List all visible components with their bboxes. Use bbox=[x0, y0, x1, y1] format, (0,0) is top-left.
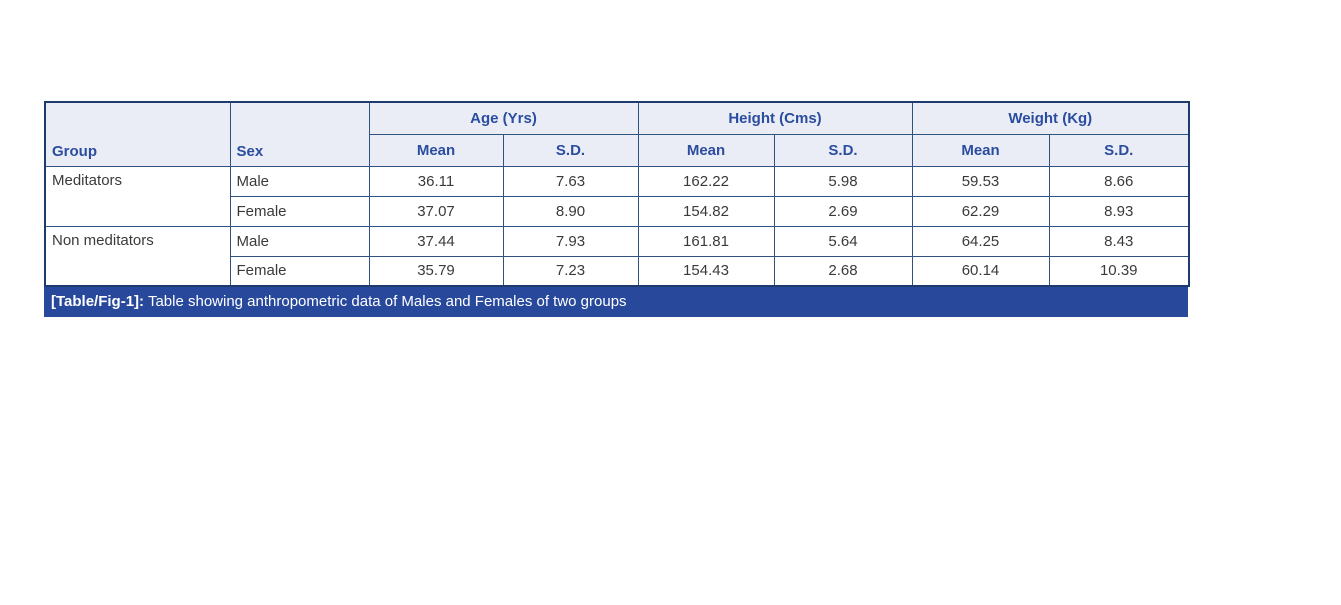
group-cell: Non meditators bbox=[44, 225, 231, 287]
age-sd-cell: 7.23 bbox=[502, 255, 639, 287]
column-header-group: Group bbox=[44, 101, 231, 167]
age-mean-cell: 35.79 bbox=[368, 255, 504, 287]
table-caption-tag: [Table/Fig-1]: bbox=[51, 293, 145, 310]
weight-mean-cell: 59.53 bbox=[911, 165, 1050, 197]
age-sd-cell: 8.90 bbox=[502, 195, 639, 227]
header-row-groups: Group Sex Age (Yrs) Height (Cms) Weight … bbox=[44, 101, 1190, 167]
height-mean-cell: 154.43 bbox=[637, 255, 775, 287]
header-row-stats: Mean S.D. Mean S.D. Mean S.D. bbox=[45, 133, 1190, 167]
height-mean-cell: 162.22 bbox=[637, 165, 775, 197]
anthropometric-table: Group Sex Age (Yrs) Height (Cms) Weight … bbox=[44, 101, 1190, 287]
weight-sd-cell: 8.66 bbox=[1048, 165, 1190, 197]
group-cell: Meditators bbox=[44, 165, 231, 227]
column-group-header-age: Age (Yrs) bbox=[368, 101, 639, 135]
age-mean-cell: 36.11 bbox=[368, 165, 504, 197]
age-sd-cell: 7.93 bbox=[502, 225, 639, 257]
column-header-sex: Sex bbox=[229, 101, 370, 167]
weight-mean-cell: 62.29 bbox=[911, 195, 1050, 227]
height-sd-cell: 5.98 bbox=[773, 165, 913, 197]
table-row-nonmeditators-female: Female 35.79 7.23 154.43 2.68 60.14 10.3… bbox=[45, 255, 1190, 287]
age-mean-cell: 37.07 bbox=[368, 195, 504, 227]
height-mean-cell: 154.82 bbox=[637, 195, 775, 227]
table-row-nonmeditators-male: Non meditators Male 37.44 7.93 161.81 5.… bbox=[44, 225, 1190, 287]
sex-cell: Male bbox=[229, 225, 370, 257]
height-sd-cell: 2.68 bbox=[773, 255, 913, 287]
column-group-header-height: Height (Cms) bbox=[637, 101, 913, 135]
height-mean-cell: 161.81 bbox=[637, 225, 775, 257]
sex-cell: Female bbox=[229, 255, 370, 287]
sex-cell: Female bbox=[229, 195, 370, 227]
age-mean-cell: 37.44 bbox=[368, 225, 504, 257]
table-row-meditators-male: Meditators Male 36.11 7.63 162.22 5.98 5… bbox=[44, 165, 1190, 227]
weight-mean-cell: 60.14 bbox=[911, 255, 1050, 287]
weight-mean-cell: 64.25 bbox=[911, 225, 1050, 257]
height-sd-cell: 5.64 bbox=[773, 225, 913, 257]
height-sd-cell: 2.69 bbox=[773, 195, 913, 227]
weight-sd-cell: 10.39 bbox=[1048, 255, 1190, 287]
column-header-age-mean: Mean bbox=[368, 133, 504, 167]
column-header-height-sd: S.D. bbox=[773, 133, 913, 167]
anthropometric-table-figure: Group Sex Age (Yrs) Height (Cms) Weight … bbox=[44, 101, 1190, 317]
sex-cell: Male bbox=[229, 165, 370, 197]
column-header-weight-sd: S.D. bbox=[1048, 133, 1190, 167]
column-header-height-mean: Mean bbox=[637, 133, 775, 167]
age-sd-cell: 7.63 bbox=[502, 165, 639, 197]
table-caption: [Table/Fig-1]: Table showing anthropomet… bbox=[44, 287, 1188, 317]
column-header-age-sd: S.D. bbox=[502, 133, 639, 167]
weight-sd-cell: 8.43 bbox=[1048, 225, 1190, 257]
column-header-weight-mean: Mean bbox=[911, 133, 1050, 167]
table-row-meditators-female: Female 37.07 8.90 154.82 2.69 62.29 8.93 bbox=[45, 195, 1190, 227]
column-group-header-weight: Weight (Kg) bbox=[911, 101, 1190, 135]
weight-sd-cell: 8.93 bbox=[1048, 195, 1190, 227]
table-caption-text: Table showing anthropometric data of Mal… bbox=[144, 293, 627, 310]
